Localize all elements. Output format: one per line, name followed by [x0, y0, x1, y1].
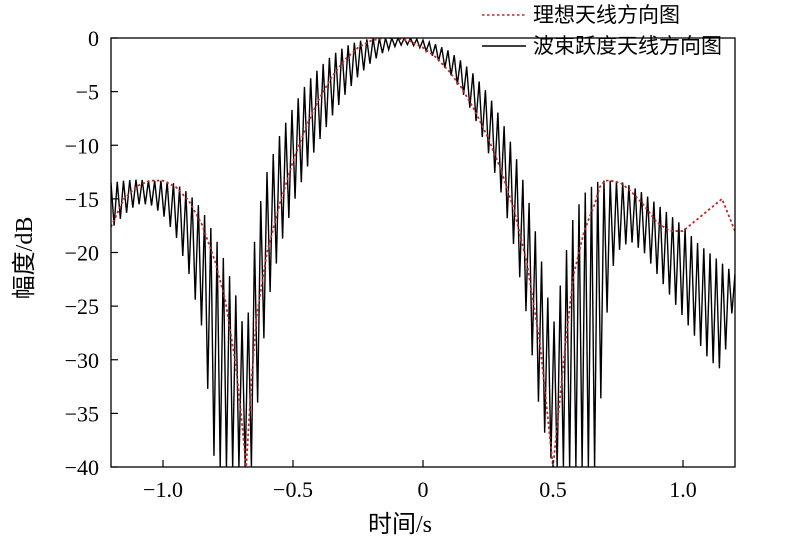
- x-axis-title: 时间/s: [368, 511, 432, 538]
- y-tick-label: −15: [65, 187, 99, 212]
- x-tick-label: 0.5: [539, 477, 567, 502]
- y-tick-label: −20: [65, 241, 99, 266]
- legend-label-ideal: 理想天线方向图: [533, 3, 680, 27]
- x-tick-label: 1.0: [669, 477, 697, 502]
- series-ideal-pattern: [111, 38, 735, 467]
- y-tick-label: 0: [88, 26, 99, 51]
- y-tick-label: −35: [65, 401, 99, 426]
- x-tick-label: −0.5: [273, 477, 313, 502]
- y-axis-title: 幅度/dB: [11, 217, 38, 300]
- legend-label-hopping: 波束跃度天线方向图: [533, 34, 722, 58]
- y-tick-label: −30: [65, 348, 99, 373]
- legend: 理想天线方向图 波束跃度天线方向图: [482, 3, 722, 58]
- y-tick-label: −40: [65, 455, 99, 480]
- x-tick-label: 0: [418, 477, 429, 502]
- series-beam-hopping-pattern: [111, 38, 735, 467]
- y-tick-label: −5: [76, 80, 99, 105]
- x-tick-label: −1.0: [143, 477, 183, 502]
- y-tick-label: −25: [65, 294, 99, 319]
- y-tick-label: −10: [65, 133, 99, 158]
